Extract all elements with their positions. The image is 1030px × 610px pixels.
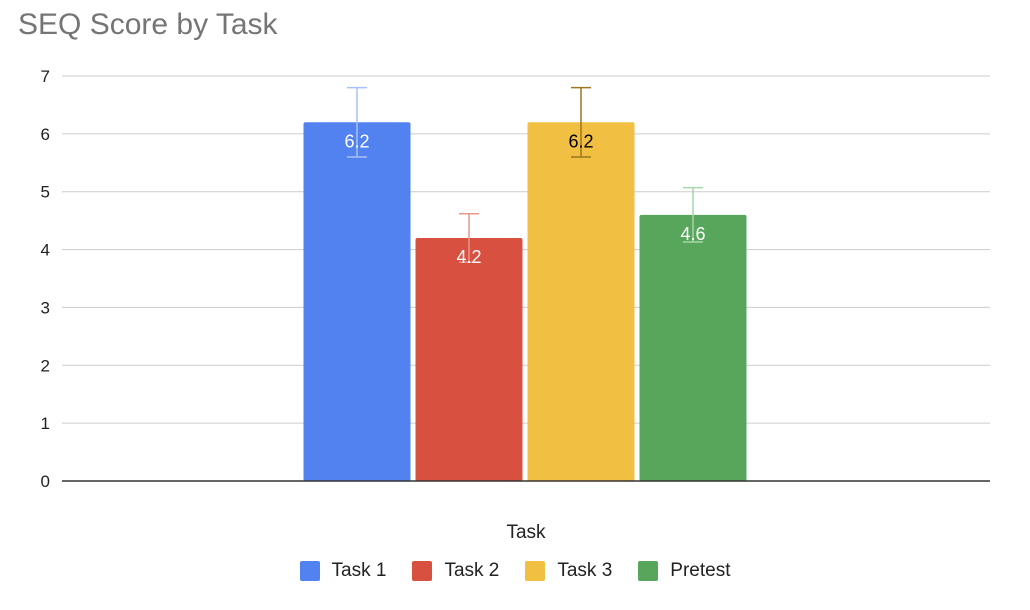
y-tick-label: 3 xyxy=(41,298,50,317)
data-label: 6.2 xyxy=(568,131,593,151)
bar-task-1 xyxy=(303,122,411,482)
legend: Task 1 Task 2 Task 3 Pretest xyxy=(0,560,1030,582)
y-tick-label: 6 xyxy=(41,125,50,144)
y-tick-label: 2 xyxy=(41,356,50,375)
legend-item: Task 2 xyxy=(412,560,499,582)
bars xyxy=(303,122,747,482)
gridlines xyxy=(62,75,990,424)
error-bars xyxy=(347,86,703,264)
legend-swatch xyxy=(299,561,320,581)
bar-task-2 xyxy=(415,238,523,481)
y-tick-label: 5 xyxy=(41,183,50,202)
legend-swatch xyxy=(638,561,659,581)
data-label: 4.2 xyxy=(456,247,481,267)
x-axis-title: Task xyxy=(506,522,546,543)
data-label: 6.2 xyxy=(344,131,369,151)
legend-item: Task 3 xyxy=(525,560,612,582)
legend-label: Task 1 xyxy=(331,560,387,581)
legend-label: Task 3 xyxy=(557,560,613,581)
y-tick-label: 0 xyxy=(41,472,50,491)
legend-label: Pretest xyxy=(670,560,731,581)
legend-swatch xyxy=(412,561,433,581)
legend-item: Task 1 xyxy=(299,560,387,582)
y-tick-label: 7 xyxy=(41,67,50,86)
y-tick-label: 4 xyxy=(41,241,50,260)
legend-label: Task 2 xyxy=(444,560,500,581)
legend-item: Pretest xyxy=(638,560,730,582)
bar-pretest xyxy=(639,214,747,481)
data-labels: 6.2 4.2 6.2 4.6 xyxy=(344,131,705,267)
data-label: 4.6 xyxy=(680,224,705,244)
legend-swatch xyxy=(525,561,546,581)
bar-task-3 xyxy=(527,122,635,482)
chart-title: SEQ Score by Task xyxy=(18,8,278,41)
y-tick-label: 1 xyxy=(41,414,50,433)
bar-chart: 0 1 2 3 4 5 6 7 6.2 4.2 6.2 4.6 Task xyxy=(41,67,990,543)
y-axis-ticks: 0 1 2 3 4 5 6 7 xyxy=(41,67,50,491)
